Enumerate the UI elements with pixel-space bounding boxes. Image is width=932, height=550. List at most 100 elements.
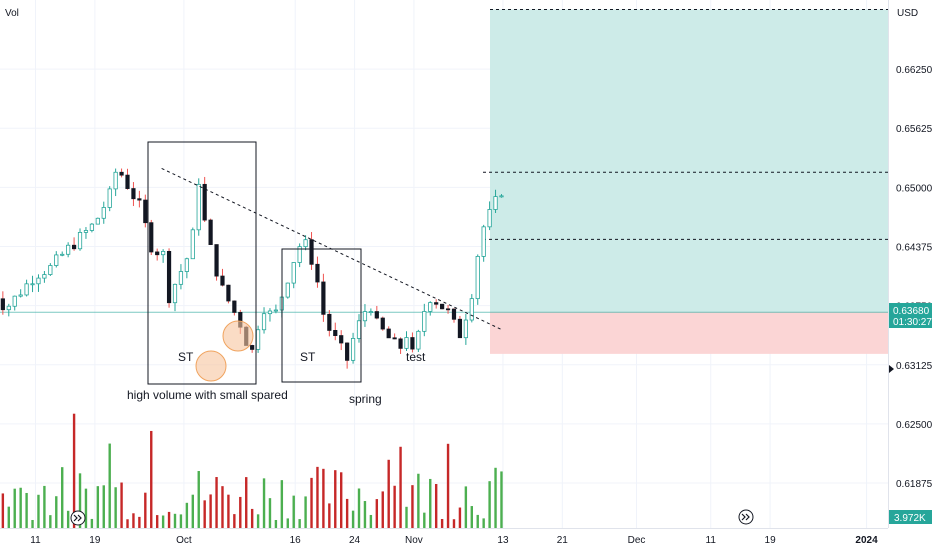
volume-bar xyxy=(328,503,331,528)
position-zones[interactable] xyxy=(0,8,888,354)
highlight-circle[interactable] xyxy=(222,320,254,352)
volume-bar xyxy=(173,513,177,528)
range-box-middle[interactable] xyxy=(281,248,362,383)
candle-body xyxy=(422,311,427,332)
label-spring: spring xyxy=(349,392,382,406)
time-tick-label: 21 xyxy=(557,535,569,546)
volume-bar xyxy=(215,477,218,528)
stop-zone[interactable] xyxy=(490,312,888,354)
volume-bar xyxy=(191,494,195,528)
volume-bar xyxy=(37,494,40,528)
candles[interactable] xyxy=(0,168,504,369)
candle-body xyxy=(6,305,11,311)
price-tick-label: 0.66250 xyxy=(896,65,932,76)
volume-bar xyxy=(500,471,503,528)
candle-body xyxy=(60,253,65,256)
candle-body xyxy=(54,254,59,266)
candle-body xyxy=(315,263,320,283)
volume-bar xyxy=(340,472,343,528)
volume-bar xyxy=(334,470,337,528)
volume-bar xyxy=(470,506,473,528)
volume-bar xyxy=(239,496,242,528)
volume-bar xyxy=(292,495,295,528)
candle-body xyxy=(487,209,492,228)
candle-body xyxy=(89,223,94,231)
profit-zone[interactable] xyxy=(490,9,888,313)
volume-bar xyxy=(90,518,94,528)
volume-bar xyxy=(310,477,313,528)
volume-bar xyxy=(256,514,260,528)
volume-bar xyxy=(393,485,396,528)
candle-body xyxy=(66,244,71,255)
time-tick-label: Nov xyxy=(405,535,423,546)
time-ticks: 11 19 Oct 16 24 Nov 13 21 Dec 11 19 2024 xyxy=(30,535,878,546)
current-price-badge: 0.63680 01:30:27 xyxy=(889,303,932,328)
goto-realtime-icon[interactable] xyxy=(70,510,86,526)
time-axis-bg xyxy=(0,528,932,550)
candle-body xyxy=(208,219,213,245)
price-axis-bg xyxy=(888,0,932,528)
price-tick-label: 0.65625 xyxy=(896,124,932,135)
candle-body xyxy=(131,188,136,200)
highlight-circle[interactable] xyxy=(195,350,227,382)
range-box-left[interactable] xyxy=(147,141,257,385)
candle-body xyxy=(463,319,468,339)
drawings[interactable] xyxy=(147,141,504,385)
volume-bar xyxy=(482,518,485,528)
scroll-to-realtime-icon[interactable] xyxy=(738,509,754,525)
candle-body xyxy=(24,283,29,296)
volume-bar xyxy=(49,515,52,528)
volume-bar xyxy=(43,485,46,528)
volume-bar xyxy=(298,519,301,528)
price-tick-label: 0.64375 xyxy=(896,242,932,253)
volume-bar xyxy=(209,494,212,528)
candle-body xyxy=(48,265,53,275)
volume-bar xyxy=(185,502,189,528)
candle-body xyxy=(321,281,326,315)
candle-body xyxy=(220,275,225,286)
volume-bar xyxy=(197,471,200,528)
candle-body xyxy=(0,298,5,311)
candle-body xyxy=(345,342,350,361)
axis-arrow-icon[interactable] xyxy=(889,365,894,373)
price-axis[interactable]: USD 0.662500.656250.650000.643750.637500… xyxy=(888,0,932,528)
candle-body xyxy=(380,317,385,330)
volume-bar xyxy=(221,486,224,528)
volume-bar xyxy=(167,511,171,528)
time-tick-label: 11 xyxy=(706,535,717,546)
volume-badge: 3.972K xyxy=(889,510,932,524)
candle-body xyxy=(95,217,100,225)
candle-body xyxy=(119,171,124,176)
volume-bar xyxy=(227,494,230,528)
time-tick-label: 13 xyxy=(497,535,509,546)
candle-body xyxy=(267,310,273,315)
candle-body xyxy=(166,250,172,304)
candle-body xyxy=(77,232,83,250)
volume-bar xyxy=(268,498,272,528)
candle-body xyxy=(333,330,338,336)
volume-bar xyxy=(161,515,165,528)
candle-body xyxy=(440,303,445,310)
price-tick-label: 0.62500 xyxy=(896,420,932,431)
volume-bar xyxy=(262,478,266,528)
price-tick-label: 0.63125 xyxy=(896,361,932,372)
candle-body xyxy=(457,318,463,339)
candle-body xyxy=(392,337,397,340)
time-axis[interactable]: 11 19 Oct 16 24 Nov 13 21 Dec 11 19 2024 xyxy=(0,528,932,550)
candle-body xyxy=(107,188,112,208)
volume-bar xyxy=(322,468,325,528)
candle-body xyxy=(42,274,47,279)
candle-body xyxy=(297,246,302,263)
candle-body xyxy=(404,337,409,349)
candle-body xyxy=(226,284,231,302)
volume-pane-label: Vol xyxy=(5,8,19,19)
current-price-badge-bg xyxy=(889,303,932,328)
candle-body xyxy=(273,309,279,312)
volume-bar xyxy=(13,488,16,528)
volume-bar xyxy=(363,501,367,528)
candle-body xyxy=(434,302,439,305)
volume-bar xyxy=(138,516,141,528)
candle-body xyxy=(30,283,35,286)
candle-body xyxy=(155,251,160,256)
